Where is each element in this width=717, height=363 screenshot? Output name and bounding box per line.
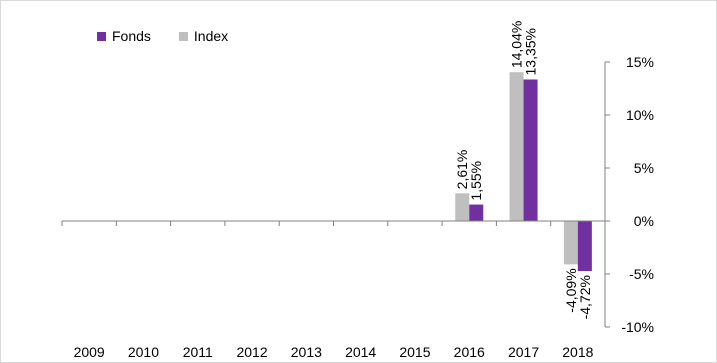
x-tick-label-2013: 2013: [291, 344, 322, 360]
bar-index-2016: [455, 193, 470, 221]
bar-index-2017: [509, 72, 524, 222]
x-tick-label-2016: 2016: [454, 344, 485, 360]
x-tick-label-2017: 2017: [508, 344, 539, 360]
bar-index-2018: [563, 221, 578, 265]
y-tick-label-4: -5%: [629, 266, 654, 282]
legend-swatch-fonds: [97, 31, 106, 41]
legend-item-index: Index: [178, 28, 229, 44]
bar-fonds-2016: [469, 204, 484, 221]
y-tick-label-5: -10%: [621, 319, 654, 335]
x-tick-label-2011: 2011: [183, 344, 213, 360]
data-label-index-2018: -4,09%: [563, 268, 579, 312]
y-tick-label-0: 15%: [626, 54, 654, 70]
legend-label-index: Index: [193, 28, 229, 44]
x-tick-label-2009: 2009: [74, 344, 105, 360]
y-tick-label-1: 10%: [626, 107, 654, 123]
legend-label-fonds: Fonds: [112, 28, 151, 44]
data-label-fonds-2018: -4,72%: [577, 275, 593, 319]
data-label-fonds-2017: 13,35%: [523, 28, 539, 75]
y-tick-label-2: 5%: [634, 160, 654, 176]
data-label-index-2017: 14,04%: [509, 21, 525, 68]
x-tick-label-2014: 2014: [345, 344, 376, 360]
x-tick-label-2015: 2015: [399, 344, 430, 360]
x-tick-label-2012: 2012: [236, 344, 267, 360]
x-tick-label-2010: 2010: [128, 344, 159, 360]
data-label-fonds-2016: 1,55%: [468, 161, 484, 201]
y-tick-label-3: 0%: [634, 213, 654, 229]
data-label-index-2016: 2,61%: [454, 150, 470, 190]
x-tick-label-2018: 2018: [562, 344, 593, 360]
bar-fonds-2018: [577, 221, 592, 272]
bar-fonds-2017: [523, 79, 538, 222]
legend-swatch-index: [178, 31, 188, 41]
legend: Fonds Index: [97, 28, 256, 44]
legend-item-fonds: Fonds: [97, 28, 151, 44]
